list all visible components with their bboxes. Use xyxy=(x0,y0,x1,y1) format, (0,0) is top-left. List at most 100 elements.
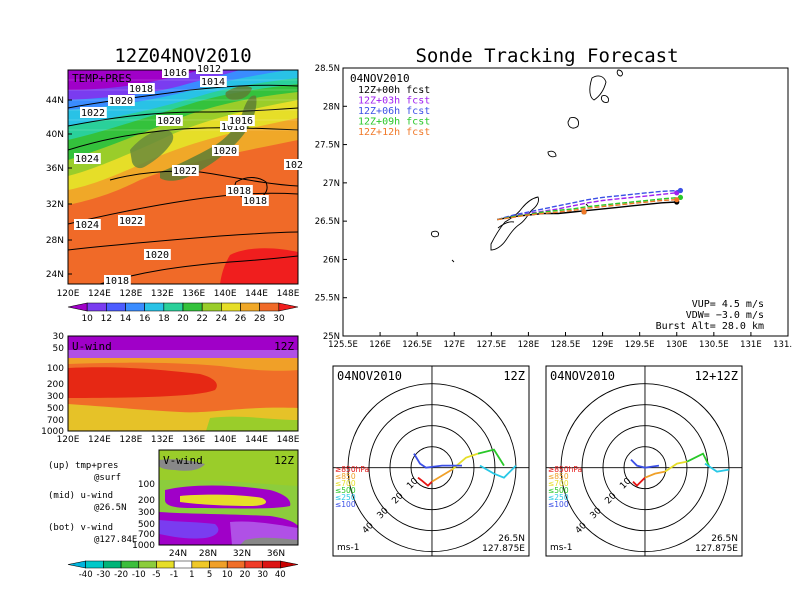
isobar-label-bg xyxy=(196,63,223,74)
isobar-label-bg xyxy=(242,195,269,206)
u-wind-level-tick: 300 xyxy=(47,392,64,402)
track-x-tick: 128.5E xyxy=(551,340,581,350)
u-wind-level-tick: 30 xyxy=(53,332,65,342)
isobar-label: 1020 xyxy=(213,146,237,157)
map-lat-ticks: 44N 40N 36N 32N 28N 24N xyxy=(46,96,72,280)
map-label: TEMP+PRES xyxy=(72,72,132,85)
u-wind-level-tick: 700 xyxy=(47,416,64,426)
wind-colorbar-swatch xyxy=(67,560,86,569)
hodograph-pressure-label: ≤100 xyxy=(548,500,569,509)
track-y-tick: 25.5N xyxy=(315,294,340,304)
temp-colorbar-tick: 30 xyxy=(273,314,285,324)
hodograph-pressure-label: ≤500 xyxy=(335,486,356,495)
isobar-label-bg xyxy=(80,107,107,118)
track-x-tick: 127.5E xyxy=(476,340,506,350)
track-legend-entry: 12Z+03h fcst xyxy=(358,96,430,107)
u-wind-lon-tick: 136E xyxy=(182,435,205,445)
u-wind-level-tick: 200 xyxy=(47,380,64,390)
v-wind-level-tick: 700 xyxy=(138,530,155,540)
isobar-label-bg xyxy=(156,115,183,126)
hodograph-pressure-label: ≥850hPa xyxy=(548,465,582,474)
legend-mid-1: (mid) u-wind xyxy=(48,491,113,501)
isobar-label-bg xyxy=(144,249,171,260)
u-wind-time: 12Z xyxy=(274,340,294,353)
hodograph-lon: 127.875E xyxy=(482,544,525,554)
track-x-ticks: 125.5E 126E 126.5E 127E 127.5E 128E 128.5E 129E… xyxy=(328,332,792,350)
temp-colorbar-swatch xyxy=(278,302,299,312)
hodograph-trace xyxy=(664,460,688,473)
map-land-hokkaido xyxy=(225,85,252,100)
temp-colorbar-swatch xyxy=(221,302,241,312)
track-legend-entry: 12Z+06h fcst xyxy=(358,106,430,117)
temp-colorbar-tick: 10 xyxy=(81,314,93,324)
isobar-label: 1012 xyxy=(197,64,221,75)
track-x-tick: 129E xyxy=(592,340,614,350)
track-y-tick: 28N xyxy=(323,102,340,112)
temp-colorbar-swatch xyxy=(240,302,260,312)
isobar-label-bg xyxy=(108,95,135,106)
hodograph-lat: 26.5N xyxy=(711,534,738,544)
wind-colorbar-swatch xyxy=(280,560,299,569)
track-y-tick: 25N xyxy=(323,332,340,342)
isobar-label-bg xyxy=(226,185,253,196)
legend-mid-2: @26.5N xyxy=(94,503,127,513)
hodograph-pressure-label: ≤850 xyxy=(335,472,356,481)
isobar-label-bg xyxy=(162,67,189,78)
wind-colorbar-tick: -1 xyxy=(170,570,178,580)
hodograph-trace xyxy=(644,470,666,479)
track-x-tick: 126.5E xyxy=(402,340,432,350)
track-y-tick: 26N xyxy=(323,255,340,265)
v-wind-level-tick: 100 xyxy=(138,480,155,490)
track-series xyxy=(497,187,684,221)
isobar-label-bg xyxy=(118,215,145,226)
u-wind-level-tick: 50 xyxy=(53,344,65,354)
track-legend-entry: 12Z+09h fcst xyxy=(358,117,430,128)
isobar-label-bg xyxy=(74,153,101,164)
hodograph-trace xyxy=(417,476,433,487)
temp-colorbar: 10 12 14 16 18 20 22 24 26 28 30 xyxy=(67,302,299,324)
param-vup: VUP= 4.5 m/s xyxy=(692,299,764,310)
track-params: VUP= 4.5 m/s VDW= −3.0 m/s Burst Alt= 28… xyxy=(656,299,764,332)
track-end-point xyxy=(677,194,684,201)
wind-colorbar-tick: -40 xyxy=(79,570,93,580)
v-wind-section xyxy=(159,450,298,545)
map-lat-tick: 40N xyxy=(46,130,64,140)
legend-up-2: @surf xyxy=(94,473,121,483)
track-end-point xyxy=(674,190,680,196)
isobar-label: 1016 xyxy=(163,68,187,79)
isobar-label-bg xyxy=(200,76,227,87)
isobar-label-bg xyxy=(228,115,255,126)
isobar-label: 1020 xyxy=(109,96,133,107)
isobar-label: 1020 xyxy=(145,250,169,261)
track-end-point xyxy=(674,197,680,203)
v-wind-lat-tick: 24N xyxy=(169,549,187,559)
left-title: 12Z04NOV2010 xyxy=(114,45,251,67)
map-lat-tick: 28N xyxy=(46,236,64,246)
temp-colorbar-tick: 26 xyxy=(235,314,247,324)
v-wind-level-tick: 1000 xyxy=(132,541,155,551)
hodograph-trace xyxy=(630,459,660,469)
map-lon-ticks: 120E 124E 128E 132E 136E 140E 144E 148E xyxy=(57,289,300,299)
hodograph-date: 04NOV2010 xyxy=(550,369,615,383)
param-burst: Burst Alt= 28.0 km xyxy=(656,321,764,332)
hodograph-pressure-label: ≤250 xyxy=(335,493,356,502)
v-wind-lat-tick: 32N xyxy=(233,549,251,559)
track-x-tick: 131E xyxy=(740,340,762,350)
u-wind-lon-tick: 120E xyxy=(57,435,80,445)
temp-colorbar-swatch xyxy=(106,302,126,312)
wind-colorbar-tick: -20 xyxy=(114,570,128,580)
wind-colorbar-swatch xyxy=(209,560,228,569)
isobar-label: 1018 xyxy=(105,276,129,287)
isobar-label: 1018 xyxy=(243,196,267,207)
wind-colorbar-tick: -5 xyxy=(152,570,160,580)
u-wind-lon-tick: 128E xyxy=(119,435,142,445)
param-vdw: VDW= −3.0 m/s xyxy=(686,310,764,321)
v-wind-label: V-wind xyxy=(163,454,203,467)
isobar-label-bg xyxy=(104,275,131,286)
map-lon-tick: 120E xyxy=(57,289,80,299)
track-y-tick: 27N xyxy=(323,179,340,189)
track-frame xyxy=(342,67,789,337)
